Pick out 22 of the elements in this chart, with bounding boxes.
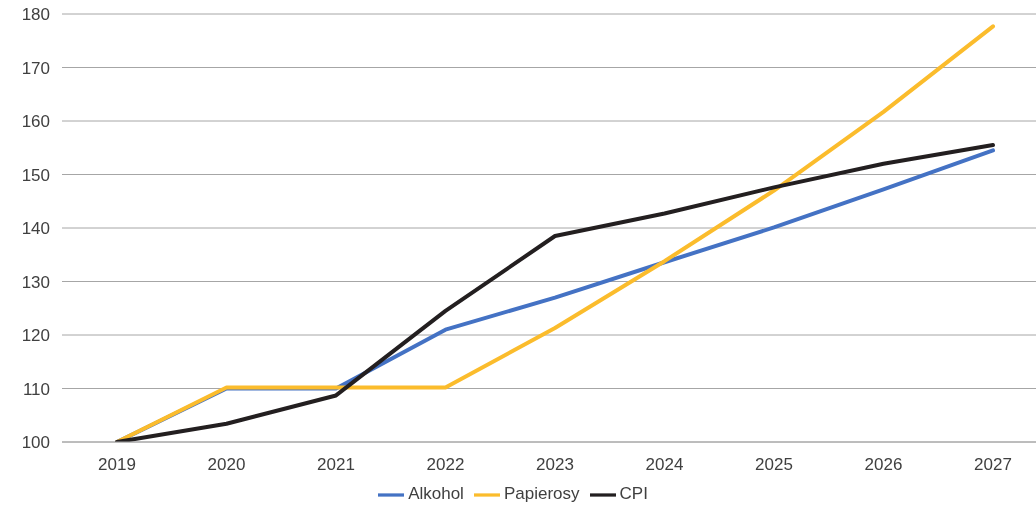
y-tick-label: 150 [21,165,50,185]
x-tick-label: 2020 [207,455,246,475]
x-tick-label: 2022 [426,455,465,475]
x-tick-label: 2026 [864,455,903,475]
y-tick-label: 140 [21,219,50,239]
y-tick-label: 100 [21,433,50,453]
x-tick-label: 2027 [974,455,1012,475]
x-tick-label: 2024 [645,455,684,475]
legend-label: Alkohol [408,484,464,504]
line-series [115,24,995,442]
x-tick-label: 2019 [98,455,136,475]
y-tick-label: 180 [21,5,50,25]
legend-label: CPI [619,484,648,504]
y-tick-label: 120 [21,326,50,346]
y-tick-label: 160 [21,112,50,132]
x-tick-label: 2021 [317,455,355,475]
y-tick-label: 130 [21,272,50,292]
y-tick-label: 170 [21,58,50,78]
x-tick-label: 2023 [536,455,574,475]
y-tick-label: 110 [22,379,50,399]
x-tick-label: 2025 [755,455,793,475]
legend-label: Papierosy [503,484,580,504]
